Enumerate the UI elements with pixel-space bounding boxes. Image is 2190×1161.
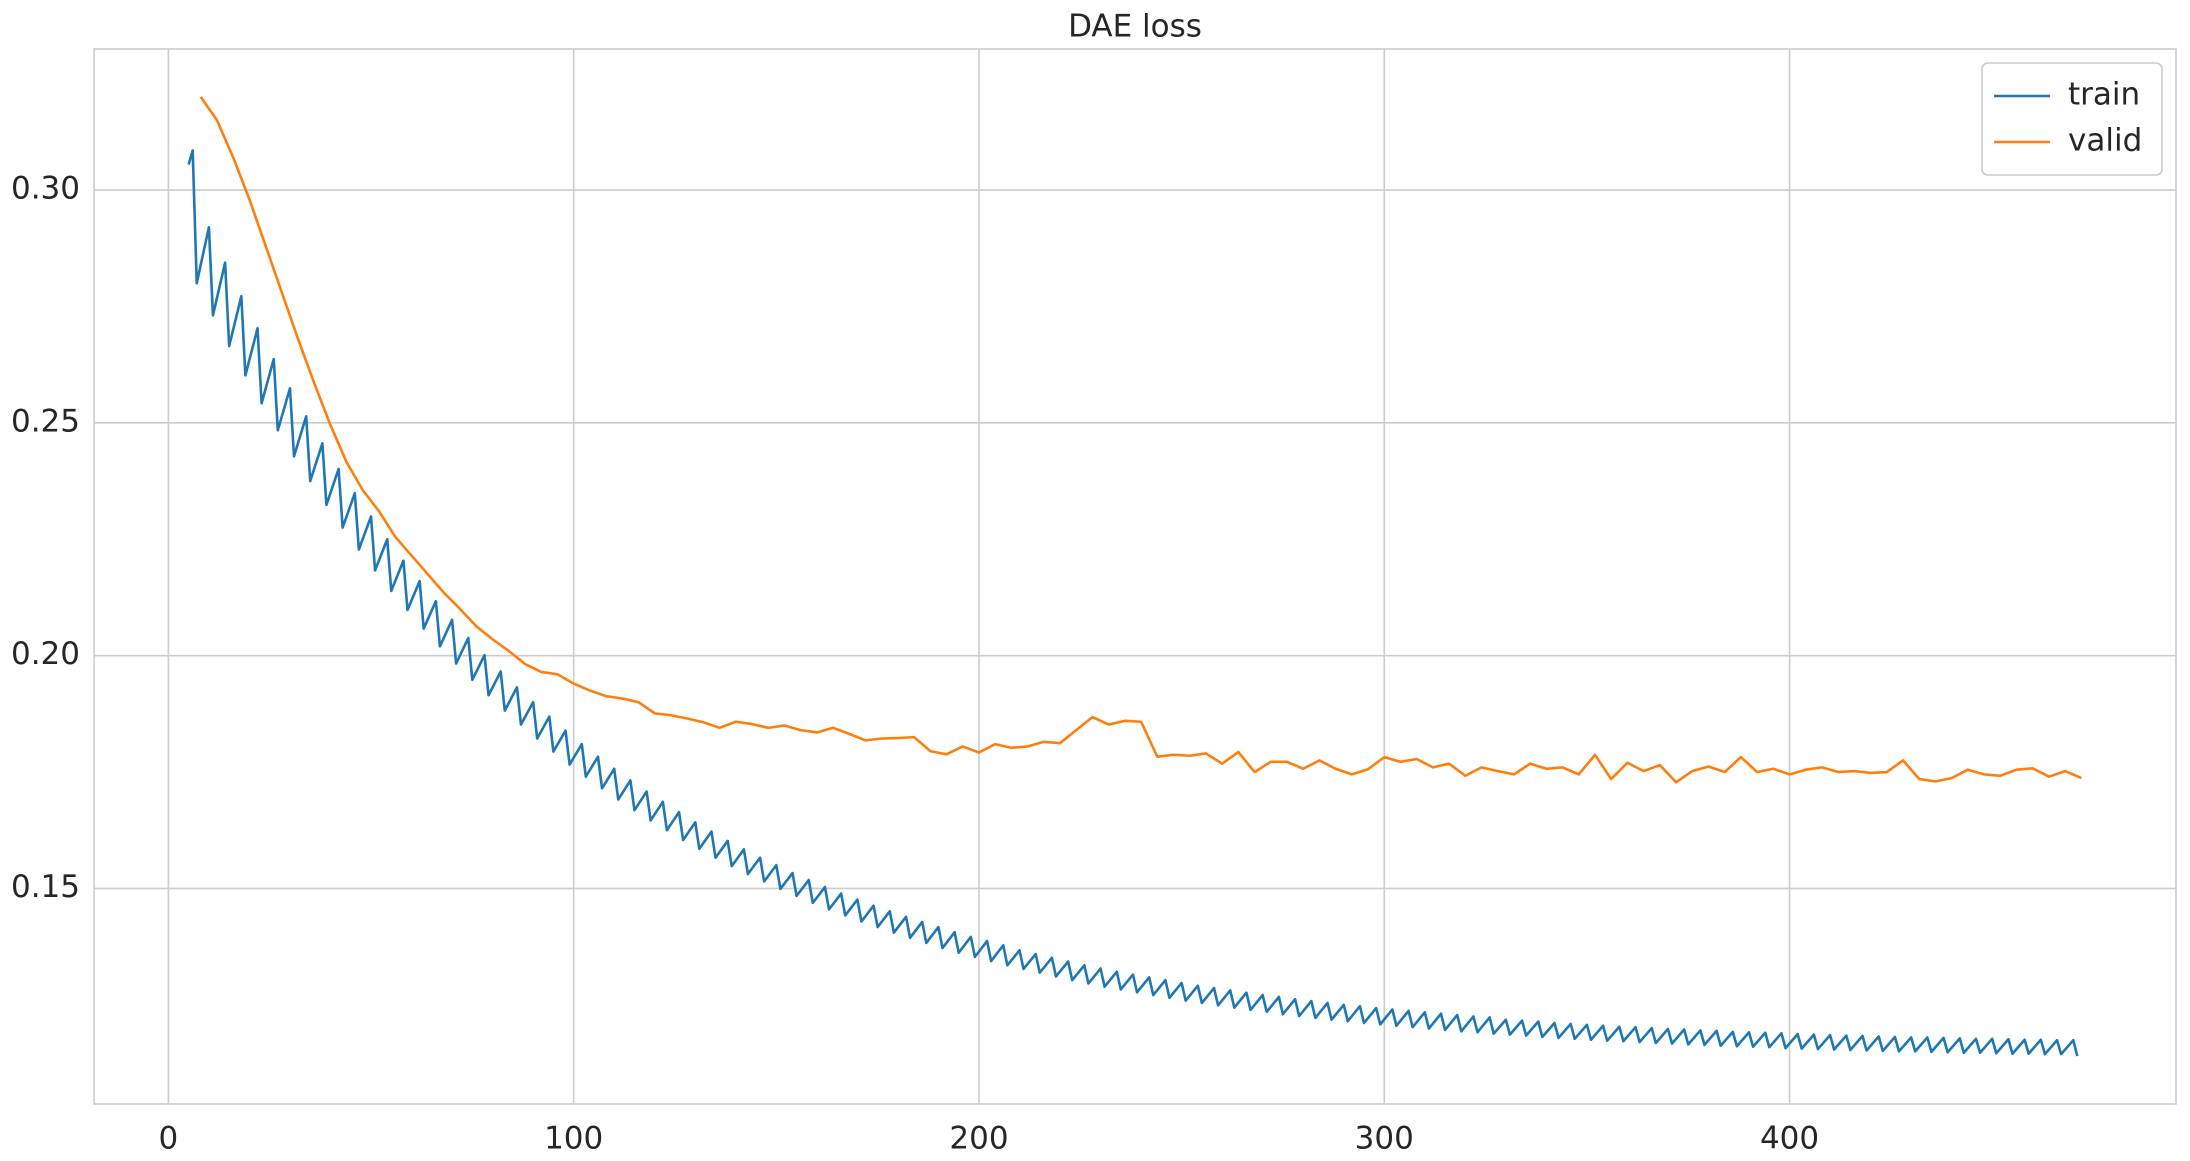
legend-label: valid (2068, 123, 2142, 159)
x-tick-label: 100 (544, 1121, 603, 1157)
legend: train valid (1981, 62, 2163, 176)
series-line (187, 149, 2079, 1057)
y-tick-label: 0.30 (11, 171, 80, 207)
series-line (199, 96, 2082, 784)
chart-title: DAE loss (1068, 9, 1202, 45)
y-tick-label: 0.20 (11, 636, 80, 672)
legend-box (1981, 62, 2163, 176)
legend-label: train (2068, 77, 2140, 113)
y-tick-label: 0.15 (11, 869, 80, 905)
x-tick-label: 400 (1760, 1121, 1819, 1157)
x-tick-label: 200 (949, 1121, 1008, 1157)
plot-frame (93, 48, 2177, 1105)
x-tick-label: 0 (159, 1121, 179, 1157)
x-tick-label: 300 (1355, 1121, 1414, 1157)
y-tick-label: 0.25 (11, 403, 80, 439)
